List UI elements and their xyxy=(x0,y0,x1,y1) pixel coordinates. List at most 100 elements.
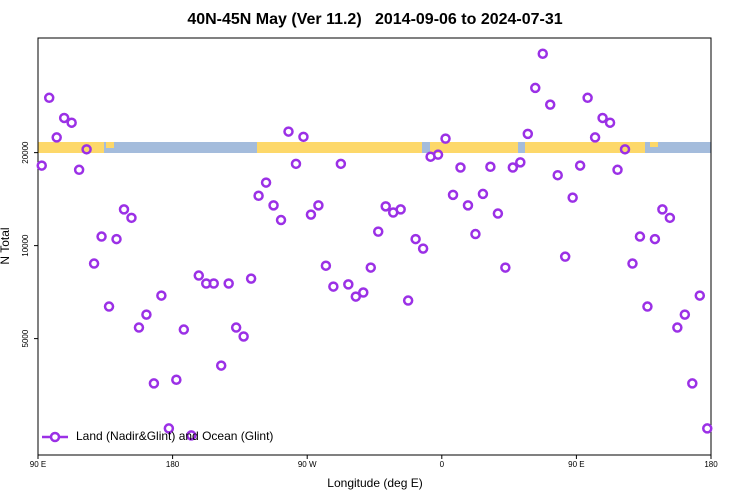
point xyxy=(163,423,175,434)
point xyxy=(223,278,234,289)
land-band xyxy=(106,142,114,148)
point xyxy=(275,214,287,226)
point xyxy=(477,188,489,200)
surface-band xyxy=(38,142,711,153)
point xyxy=(186,430,197,441)
x-tick-label: 90 E xyxy=(30,460,46,469)
x-tick-label: 0 xyxy=(440,460,445,469)
point xyxy=(417,243,429,254)
point xyxy=(395,204,406,215)
point xyxy=(604,117,616,128)
point xyxy=(694,290,706,301)
point xyxy=(126,212,137,224)
point xyxy=(552,169,563,181)
point xyxy=(58,112,70,124)
point xyxy=(51,132,62,143)
point xyxy=(283,126,294,137)
land-band xyxy=(525,142,645,153)
point xyxy=(612,164,623,176)
point xyxy=(343,279,354,290)
point xyxy=(574,160,586,171)
point xyxy=(141,309,152,320)
x-tick-label: 90 E xyxy=(568,460,584,469)
point xyxy=(36,160,47,171)
point xyxy=(335,158,347,170)
point xyxy=(492,208,504,219)
land-band xyxy=(430,142,518,153)
point xyxy=(582,92,593,104)
point xyxy=(66,117,77,128)
point xyxy=(619,144,631,155)
point xyxy=(522,128,534,140)
point xyxy=(589,132,601,143)
y-axis-label: N Total xyxy=(0,227,12,264)
land-band xyxy=(257,142,422,153)
point xyxy=(73,164,85,176)
point xyxy=(432,149,444,160)
point xyxy=(515,157,526,168)
point xyxy=(649,233,661,245)
point xyxy=(96,231,107,242)
point xyxy=(380,201,391,212)
point xyxy=(500,262,511,273)
legend-label: Land (Nadir&Glint) and Ocean (Glint) xyxy=(76,429,273,443)
point xyxy=(559,251,571,262)
point xyxy=(687,378,698,389)
point xyxy=(537,48,548,59)
point xyxy=(298,131,309,143)
point xyxy=(88,258,100,269)
point xyxy=(193,270,205,281)
point xyxy=(290,158,302,170)
point xyxy=(657,204,668,215)
chart-title: 40N-45N May (Ver 11.2) 2014-09-06 to 202… xyxy=(187,11,562,28)
point xyxy=(358,287,369,298)
point xyxy=(485,161,496,173)
y-tick-label: 10000 xyxy=(21,234,30,257)
point xyxy=(627,258,638,269)
point xyxy=(350,291,362,302)
point xyxy=(171,374,182,385)
point xyxy=(253,190,264,202)
point xyxy=(530,82,541,94)
legend-marker xyxy=(49,431,61,443)
x-tick-label: 180 xyxy=(704,460,718,469)
point xyxy=(43,92,55,104)
point xyxy=(507,162,519,173)
point xyxy=(208,278,219,289)
point xyxy=(103,301,115,312)
y-tick-label: 20000 xyxy=(21,141,30,164)
point xyxy=(634,231,646,242)
point xyxy=(268,200,279,211)
point xyxy=(365,262,377,273)
x-tick-label: 180 xyxy=(166,460,180,469)
point xyxy=(215,360,227,371)
point xyxy=(402,295,414,306)
land-band xyxy=(38,142,104,153)
point xyxy=(156,290,167,301)
point xyxy=(410,233,421,245)
point xyxy=(313,200,324,211)
x-axis-label: Longitude (deg E) xyxy=(327,476,422,490)
point xyxy=(328,281,339,292)
point xyxy=(597,112,608,124)
plot-frame xyxy=(37,37,712,456)
x-tick-label: 90 W xyxy=(298,460,317,469)
point xyxy=(133,322,145,333)
point xyxy=(544,99,556,110)
point xyxy=(260,177,272,188)
point xyxy=(81,144,92,155)
point xyxy=(679,309,691,320)
point xyxy=(111,233,122,245)
point xyxy=(440,133,451,144)
point xyxy=(320,260,332,271)
point xyxy=(230,322,242,333)
point xyxy=(470,228,481,240)
point xyxy=(672,322,683,333)
point xyxy=(305,209,317,220)
point xyxy=(462,200,474,211)
point xyxy=(178,324,190,335)
point xyxy=(642,301,653,312)
point xyxy=(238,331,249,342)
